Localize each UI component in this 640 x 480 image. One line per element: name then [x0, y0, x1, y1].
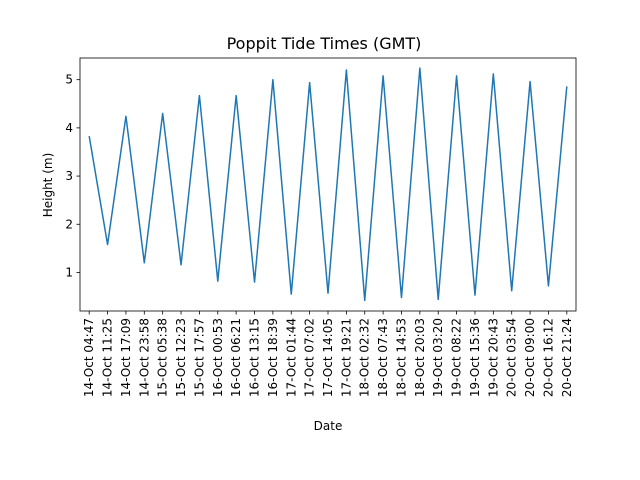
x-axis: 14-Oct 04:47 14-Oct 11:25 14-Oct 17:09 14-O… [82, 311, 574, 397]
x-axis-label: Date [314, 419, 343, 433]
y-tick-label: 2 [65, 217, 73, 231]
y-tick-label: 5 [65, 73, 73, 87]
x-tick-label: 19-Oct 03:20 [431, 318, 445, 397]
x-tick-label: 19-Oct 15:36 [468, 318, 482, 397]
x-tick-label: 17-Oct 14:05 [321, 318, 335, 397]
x-tick-label: 15-Oct 17:57 [192, 318, 206, 397]
x-tick-label: 18-Oct 20:03 [413, 318, 427, 397]
x-tick-label: 20-Oct 09:00 [523, 318, 537, 397]
x-tick-label: 14-Oct 17:09 [119, 318, 133, 397]
x-tick-label: 20-Oct 16:12 [541, 318, 555, 397]
y-axis: 1 2 3 4 5 [65, 73, 80, 279]
x-tick-label: 20-Oct 03:54 [505, 318, 519, 397]
x-tick-label: 18-Oct 02:32 [358, 318, 372, 397]
x-tick-label: 15-Oct 05:38 [156, 318, 170, 397]
x-tick-label: 18-Oct 14:53 [394, 318, 408, 397]
x-tick-label: 17-Oct 07:02 [303, 318, 317, 397]
x-tick-label: 14-Oct 04:47 [82, 318, 96, 397]
x-tick-label: 16-Oct 18:39 [266, 318, 280, 397]
x-tick-label: 17-Oct 01:44 [284, 318, 298, 397]
x-tick-label: 16-Oct 06:21 [229, 318, 243, 397]
y-axis-label: Height (m) [41, 153, 55, 218]
x-tick-label: 15-Oct 12:23 [174, 318, 188, 397]
x-tick-label: 14-Oct 23:58 [137, 318, 151, 397]
x-tick-label: 20-Oct 21:24 [560, 318, 574, 397]
x-tick-label: 18-Oct 07:43 [376, 318, 390, 397]
x-tick-label: 19-Oct 20:43 [486, 318, 500, 397]
y-tick-label: 1 [65, 265, 73, 279]
y-tick-label: 4 [65, 121, 73, 135]
x-tick-label: 16-Oct 13:15 [248, 318, 262, 397]
x-tick-label: 17-Oct 19:21 [339, 318, 353, 397]
y-tick-label: 3 [65, 169, 73, 183]
x-tick-label: 16-Oct 00:53 [211, 318, 225, 397]
chart-title: Poppit Tide Times (GMT) [227, 34, 422, 53]
x-tick-label: 14-Oct 11:25 [101, 318, 115, 397]
x-tick-label: 19-Oct 08:22 [450, 318, 464, 397]
